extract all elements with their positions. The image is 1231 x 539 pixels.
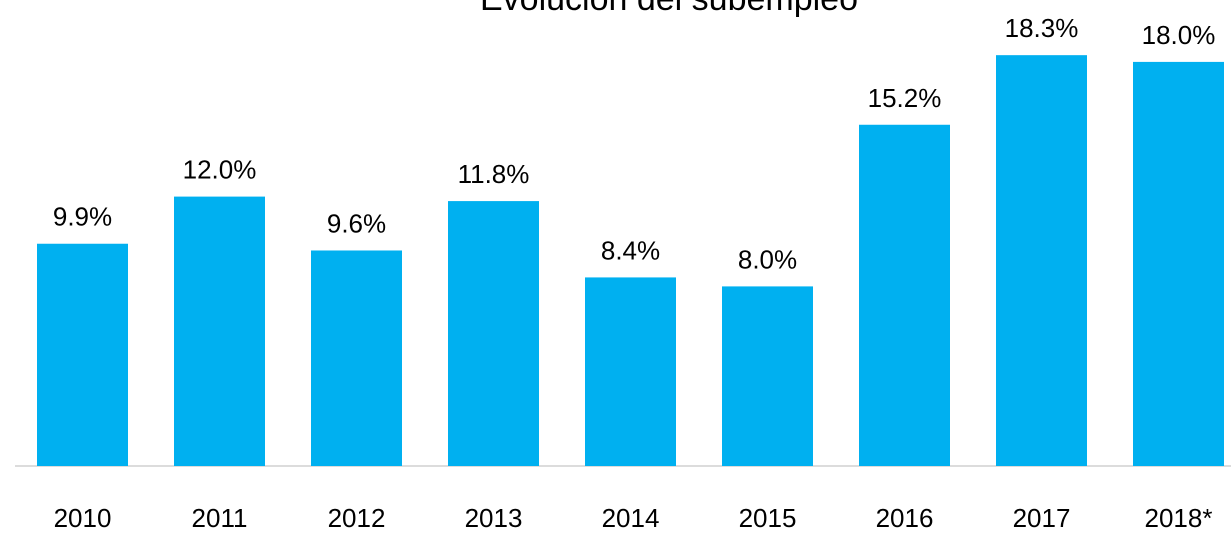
x-tick-label: 2015 <box>739 503 797 533</box>
value-label: 18.0% <box>1142 20 1216 50</box>
value-label: 9.6% <box>327 208 386 238</box>
value-label: 15.2% <box>868 83 942 113</box>
x-tick-label: 2017 <box>1013 503 1071 533</box>
bar <box>996 55 1087 466</box>
bar <box>585 277 676 466</box>
bar <box>859 124 950 466</box>
bar <box>174 196 265 466</box>
bar <box>37 243 128 466</box>
x-tick-label: 2013 <box>465 503 523 533</box>
x-tick-label: 2012 <box>328 503 386 533</box>
x-tick-label: 2018* <box>1145 503 1213 533</box>
value-label: 8.4% <box>601 235 660 265</box>
value-label: 12.0% <box>183 155 257 185</box>
bar <box>722 286 813 466</box>
x-tick-label: 2016 <box>876 503 934 533</box>
x-tick-label: 2010 <box>54 503 112 533</box>
value-label: 11.8% <box>458 159 530 189</box>
bar <box>311 250 402 466</box>
value-label: 9.9% <box>53 202 112 232</box>
x-tick-label: 2011 <box>192 503 248 533</box>
bar <box>1133 61 1224 467</box>
value-label: 18.3% <box>1005 13 1079 43</box>
x-tick-label: 2014 <box>602 503 660 533</box>
chart-title: Evolución del subempleo <box>480 0 858 18</box>
value-label: 8.0% <box>738 244 797 274</box>
bar <box>448 201 539 466</box>
